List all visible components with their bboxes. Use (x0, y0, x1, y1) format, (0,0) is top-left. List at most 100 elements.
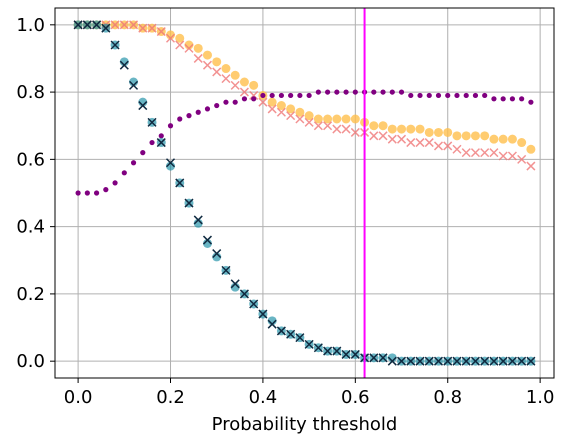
series-1-point (341, 114, 351, 124)
series-2-point (424, 138, 434, 148)
series-2-point (332, 124, 342, 134)
series-5-point (230, 279, 240, 289)
series-2-point (129, 20, 139, 30)
y-tick-label: 0.2 (16, 284, 45, 305)
series-5-point (406, 356, 416, 366)
series-5-point (304, 339, 314, 349)
y-tick-label: 0.4 (16, 217, 45, 238)
series-5-point (396, 356, 407, 366)
series-1-point (332, 114, 342, 124)
series-4-point (212, 252, 222, 262)
series-1-point (397, 124, 407, 134)
series-2-point (461, 148, 471, 158)
series-2-point (313, 121, 323, 131)
series-2-point (323, 121, 333, 131)
series-5-point (498, 356, 508, 366)
series-5-point (82, 20, 92, 30)
series-3-point (130, 160, 137, 166)
series-1-point (369, 121, 379, 131)
series-5-point (239, 289, 249, 299)
series-3-point (398, 89, 405, 95)
series-1-point (276, 101, 286, 111)
series-3-point (491, 96, 497, 102)
series-2-point (498, 151, 508, 161)
series-3-point (269, 92, 275, 99)
series-3-point (426, 92, 432, 99)
series-3-point (408, 92, 414, 99)
series-3-point (288, 92, 294, 99)
series-2-point (276, 107, 286, 117)
series-1-point (443, 127, 453, 137)
series-5-point (526, 356, 536, 366)
series-5-point (175, 178, 185, 188)
series-3-point (84, 190, 90, 196)
series-1-point (286, 104, 296, 114)
plot-frame (54, 7, 555, 379)
series-1-point (452, 131, 462, 141)
series-3-point (334, 89, 340, 95)
series-5 (73, 20, 536, 366)
series-5-point (341, 349, 351, 359)
series-5-point (350, 349, 360, 359)
series-3-point (75, 190, 81, 196)
series-3-point (417, 92, 423, 99)
series-5-point (470, 356, 480, 366)
series-5-point (489, 356, 499, 366)
series-5-point (258, 309, 268, 319)
series-2-point (452, 144, 462, 154)
series-3-point (509, 96, 516, 102)
series-2-point (507, 151, 517, 161)
series-4-point (129, 77, 139, 87)
series-5-point (101, 23, 111, 33)
series-2-point (184, 43, 194, 53)
series-2-point (295, 114, 305, 124)
x-tick-label: 0.4 (249, 387, 278, 408)
series-4-point (166, 161, 176, 171)
series-3-point (500, 96, 506, 102)
series-1-point (489, 134, 499, 144)
series-3-point (343, 89, 349, 95)
series-5-point (433, 356, 444, 366)
series-5-point (480, 356, 490, 366)
series-1-point (184, 40, 194, 50)
series-2-point (249, 90, 259, 100)
series-3-point (454, 92, 460, 99)
series-5-point (202, 235, 213, 245)
series-3-point (112, 180, 118, 186)
series-2-point (415, 138, 425, 148)
y-tick-label: 1.0 (16, 15, 45, 36)
series-layer (73, 20, 536, 366)
series-3-point (463, 92, 469, 99)
series-5-point (286, 329, 296, 339)
y-tick-label: 0.8 (16, 82, 45, 103)
series-2-point (110, 20, 120, 30)
series-1-point (295, 107, 305, 117)
series-2-point (369, 131, 379, 141)
series-5-point (461, 356, 471, 366)
series-3-point (121, 170, 127, 176)
series-3-point (352, 89, 358, 95)
series-1-point (323, 114, 333, 124)
series-5-point (323, 346, 333, 356)
series-2-point (175, 40, 185, 50)
series-3-point (186, 113, 192, 119)
series-1-point (212, 57, 222, 67)
series-2-point (221, 74, 231, 84)
series-2-point (230, 80, 240, 90)
series-3-point (158, 133, 164, 139)
ticks: 0.0 0.2 0.4 0.6 0.8 1.0 0.0 0.2 0.4 0.6 0.8 1.0 (16, 15, 554, 408)
series-1-point (378, 121, 388, 131)
series-1-point (406, 124, 416, 134)
series-3-point (214, 102, 220, 109)
series-3-point (297, 92, 303, 99)
series-5-point (110, 40, 120, 50)
series-1-point (517, 138, 527, 148)
series-3-point (482, 92, 488, 99)
series-3-point (149, 139, 155, 146)
series-3-point (325, 89, 331, 95)
grid (55, 8, 554, 378)
series-2-point (239, 87, 249, 97)
series-5-point (507, 356, 517, 366)
series-3-point (103, 187, 109, 193)
